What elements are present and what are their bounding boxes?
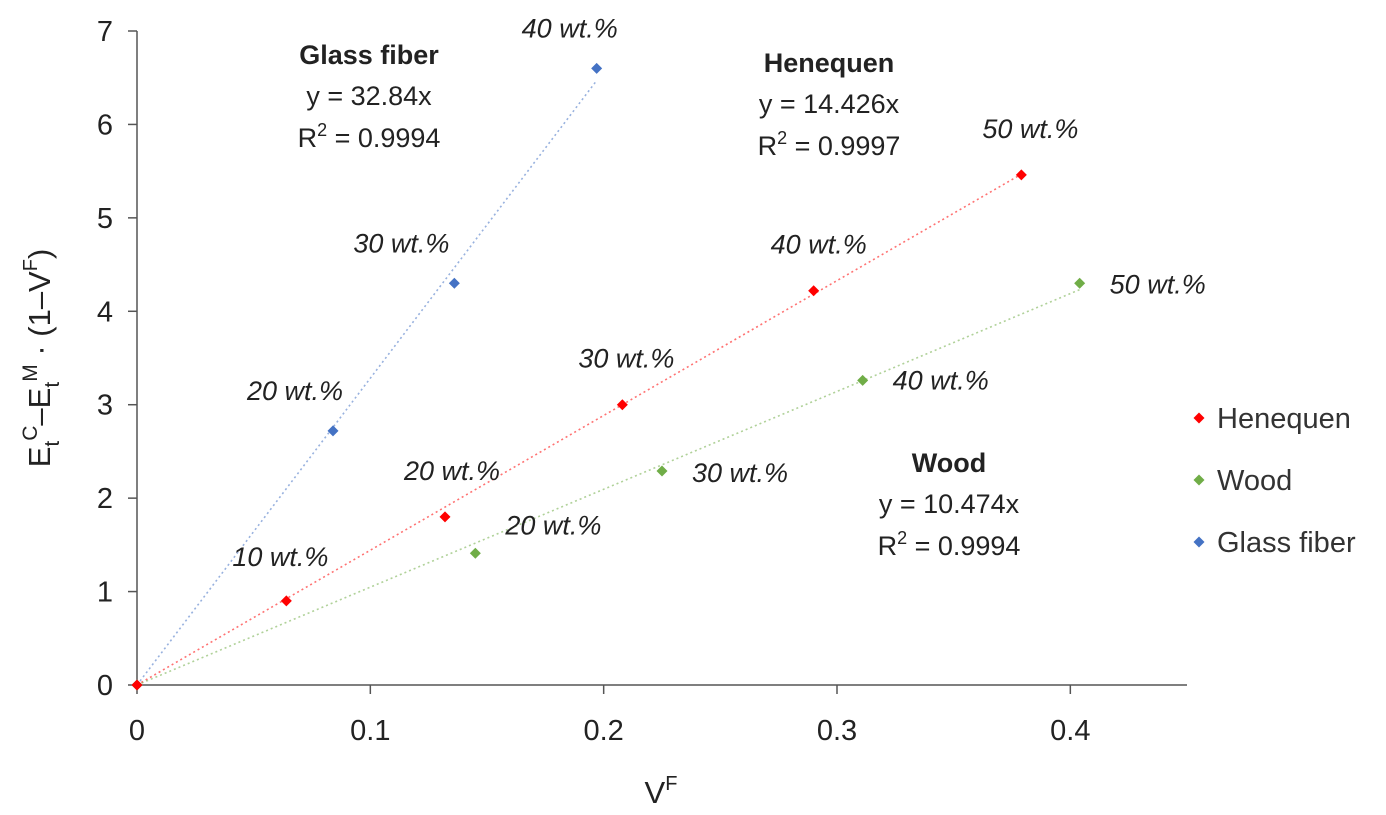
y-tick-label: 5 — [97, 203, 113, 235]
y-tick-label: 2 — [97, 483, 113, 515]
point-label: 50 wt.% — [1110, 269, 1206, 299]
trendline-title: Henequen — [764, 48, 895, 78]
trendline-equation: y = 10.474x — [879, 489, 1020, 519]
data-point-glass-fiber — [448, 277, 460, 289]
point-label: 40 wt.% — [771, 230, 867, 260]
legend-marker-wood — [1193, 474, 1205, 486]
y-tick-label: 3 — [97, 390, 113, 422]
point-label: 40 wt.% — [522, 13, 618, 43]
trendline-r-squared: R2 = 0.9994 — [878, 528, 1021, 561]
data-point-wood — [469, 547, 481, 559]
legend: Henequen Wood Glass fiber — [1193, 403, 1356, 559]
legend-marker-glass-fiber — [1193, 536, 1205, 548]
axes: 0 1 2 3 4 5 6 7 0 0.1 0.2 0.3 0.4 — [97, 16, 1187, 747]
x-tick-label: 0.4 — [1050, 715, 1090, 747]
legend-marker-henequen — [1193, 412, 1205, 424]
r-squared-symbol: R — [758, 131, 778, 161]
data-points — [131, 62, 1086, 691]
trendline-title: Wood — [912, 448, 986, 478]
trendline-r-squared: R2 = 0.9997 — [758, 128, 901, 161]
legend-label: Glass fiber — [1217, 527, 1356, 559]
x-axis-label: VF — [645, 773, 678, 810]
r-squared-value: = 0.9997 — [787, 131, 900, 161]
point-label: 30 wt.% — [578, 344, 674, 374]
trendline-equation: y = 14.426x — [759, 89, 900, 119]
trendline-r-squared: R2 = 0.9994 — [298, 120, 441, 153]
data-point-glass-fiber — [327, 425, 339, 437]
data-point-henequen — [439, 511, 451, 523]
y-tick-label: 0 — [97, 670, 113, 702]
trendline-title: Glass fiber — [299, 40, 439, 70]
r-squared-value: = 0.9994 — [907, 531, 1020, 561]
y-tick-label: 6 — [97, 109, 113, 141]
y-tick-label: 1 — [97, 577, 113, 609]
point-label: 50 wt.% — [982, 114, 1078, 144]
point-label: 20 wt.% — [403, 456, 500, 486]
x-tick-label: 0.1 — [350, 715, 390, 747]
x-tick-label: 0 — [129, 715, 145, 747]
point-label: 30 wt.% — [692, 458, 788, 488]
r-squared-exponent: 2 — [897, 528, 907, 548]
data-point-henequen — [131, 679, 143, 691]
legend-label: Wood — [1217, 465, 1292, 497]
r-squared-symbol: R — [298, 123, 318, 153]
point-label: 10 wt.% — [232, 542, 328, 572]
data-point-glass-fiber — [591, 62, 603, 74]
data-point-henequen — [808, 285, 820, 297]
y-axis-label: EtC–EtM · (1–VF) — [19, 249, 64, 468]
r-squared-symbol: R — [878, 531, 898, 561]
data-point-wood — [1074, 277, 1086, 289]
point-labels: 10 wt.% 20 wt.% 30 wt.% 40 wt.% 50 wt.% 20 wt… — [232, 13, 1205, 572]
data-point-wood — [656, 465, 668, 477]
trendline-wood — [136, 288, 1080, 686]
data-point-wood — [857, 374, 869, 386]
y-tick-label: 4 — [97, 296, 113, 328]
point-label: 40 wt.% — [893, 365, 989, 395]
trendline-henequen — [136, 173, 1022, 686]
trendline-equation: y = 32.84x — [306, 81, 432, 111]
point-label: 30 wt.% — [353, 228, 449, 258]
x-tick-label: 0.2 — [584, 715, 624, 747]
data-point-henequen — [616, 399, 628, 411]
legend-label: Henequen — [1217, 403, 1351, 435]
y-tick-label: 7 — [97, 16, 113, 48]
data-point-henequen — [280, 595, 292, 607]
data-point-henequen — [1015, 169, 1027, 181]
r-squared-value: = 0.9994 — [327, 123, 440, 153]
trendline-glass-fiber — [136, 80, 598, 686]
r-squared-exponent: 2 — [317, 120, 327, 140]
point-label: 20 wt.% — [504, 510, 601, 540]
point-label: 20 wt.% — [246, 376, 343, 406]
x-tick-label: 0.3 — [817, 715, 857, 747]
r-squared-exponent: 2 — [777, 128, 787, 148]
